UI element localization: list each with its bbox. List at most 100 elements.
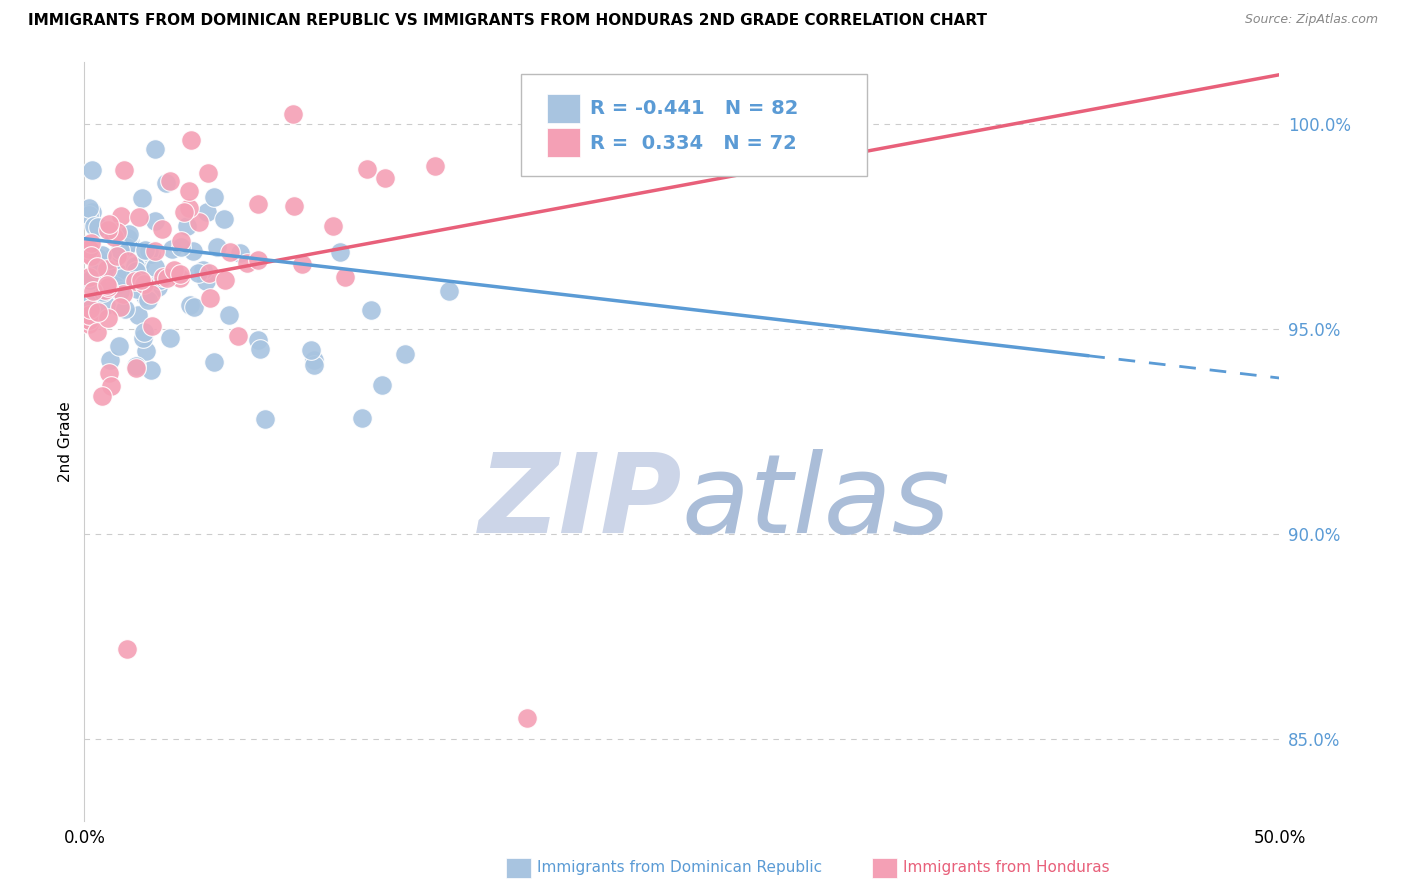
Point [322, 219, 344, 234]
Point [283, 106, 305, 120]
Point [124, 264, 146, 278]
Point [115, 240, 138, 254]
Point [202, 355, 225, 369]
Point [195, 205, 218, 219]
Point [516, 711, 538, 725]
Point [159, 174, 181, 188]
Point [360, 302, 382, 317]
Point [112, 286, 135, 301]
Point [129, 272, 152, 286]
Point [163, 263, 186, 277]
Point [134, 243, 156, 257]
Point [439, 284, 461, 298]
Point [329, 245, 352, 260]
Point [96, 277, 118, 292]
Point [156, 271, 179, 285]
Point [139, 287, 162, 301]
Point [105, 265, 128, 279]
Point [77, 269, 100, 284]
Point [96, 267, 118, 281]
Point [93, 285, 115, 299]
Text: R = -0.441   N = 82: R = -0.441 N = 82 [591, 99, 799, 119]
Point [77, 202, 100, 216]
Point [181, 244, 204, 258]
Point [96, 298, 118, 312]
Point [218, 245, 240, 260]
Point [198, 291, 221, 305]
Point [371, 377, 394, 392]
Point [247, 333, 270, 347]
Point [94, 283, 117, 297]
Point [180, 133, 202, 147]
Point [226, 329, 249, 343]
Point [118, 236, 141, 251]
Y-axis label: 2nd Grade: 2nd Grade [58, 401, 73, 482]
FancyBboxPatch shape [520, 74, 868, 177]
Point [80, 204, 103, 219]
Point [86, 325, 108, 339]
Point [188, 215, 211, 229]
Point [131, 191, 153, 205]
Point [127, 308, 149, 322]
Point [291, 257, 314, 271]
Point [356, 161, 378, 176]
Point [134, 289, 156, 303]
Point [160, 243, 183, 257]
Point [229, 246, 252, 260]
Point [105, 248, 128, 262]
Point [117, 254, 139, 268]
Text: Immigrants from Honduras: Immigrants from Honduras [903, 861, 1109, 875]
Point [108, 300, 131, 314]
Point [169, 240, 191, 254]
Point [143, 260, 166, 274]
Point [152, 269, 174, 284]
Point [143, 142, 166, 156]
Point [218, 308, 240, 322]
Text: ZIP: ZIP [478, 449, 682, 556]
Point [425, 160, 447, 174]
Point [159, 331, 181, 345]
Point [141, 318, 163, 333]
Point [97, 222, 120, 236]
Point [302, 358, 325, 372]
Point [197, 166, 219, 180]
Point [187, 266, 209, 280]
Point [135, 343, 157, 358]
Point [350, 410, 373, 425]
Point [138, 244, 160, 258]
Bar [547, 128, 581, 157]
Point [83, 219, 105, 233]
Point [100, 379, 122, 393]
Point [136, 293, 159, 307]
Point [97, 280, 120, 294]
Point [253, 411, 276, 425]
Point [176, 219, 198, 234]
Point [110, 209, 132, 223]
Point [77, 308, 100, 322]
Point [155, 176, 177, 190]
Point [87, 304, 110, 318]
Point [214, 211, 236, 226]
Point [149, 273, 172, 287]
Point [132, 331, 155, 345]
Point [77, 317, 100, 331]
Point [169, 267, 191, 281]
Point [104, 278, 127, 293]
Text: IMMIGRANTS FROM DOMINICAN REPUBLIC VS IMMIGRANTS FROM HONDURAS 2ND GRADE CORRELA: IMMIGRANTS FROM DOMINICAN REPUBLIC VS IM… [28, 13, 987, 29]
Point [247, 252, 270, 267]
Point [91, 389, 114, 403]
Point [124, 360, 146, 375]
Point [177, 184, 200, 198]
Point [82, 285, 104, 299]
Point [202, 190, 225, 204]
Text: atlas: atlas [682, 449, 950, 556]
Point [124, 359, 146, 374]
Point [120, 235, 142, 250]
Point [132, 277, 155, 291]
Point [103, 230, 125, 244]
Point [145, 213, 167, 227]
Point [79, 301, 101, 316]
Point [80, 296, 103, 310]
Point [131, 278, 153, 293]
Point [179, 297, 201, 311]
